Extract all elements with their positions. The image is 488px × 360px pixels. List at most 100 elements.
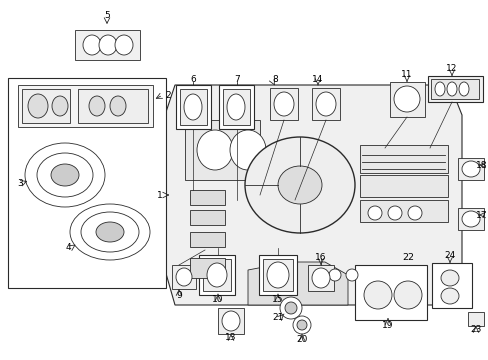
Ellipse shape	[407, 206, 421, 220]
Bar	[263, 259, 292, 291]
Bar	[427, 76, 482, 102]
Ellipse shape	[440, 270, 458, 286]
Text: 7: 7	[234, 75, 240, 84]
Bar	[311, 88, 339, 120]
Ellipse shape	[393, 281, 421, 309]
Bar	[190, 190, 224, 205]
Ellipse shape	[176, 268, 192, 286]
Ellipse shape	[280, 297, 302, 319]
Bar	[172, 265, 196, 289]
Bar	[176, 85, 210, 129]
Ellipse shape	[52, 96, 68, 116]
Text: 21: 21	[272, 314, 283, 323]
Text: 22: 22	[401, 253, 413, 262]
Ellipse shape	[83, 35, 101, 55]
Ellipse shape	[197, 130, 232, 170]
Text: 10: 10	[212, 296, 224, 305]
Bar	[190, 232, 224, 247]
Text: 18: 18	[474, 161, 486, 170]
Ellipse shape	[25, 143, 105, 207]
Bar	[359, 175, 447, 197]
Text: 6: 6	[190, 75, 196, 84]
Ellipse shape	[434, 82, 444, 96]
Bar	[307, 265, 333, 291]
Bar	[457, 158, 483, 180]
Ellipse shape	[99, 35, 117, 55]
Text: 20: 20	[296, 336, 307, 345]
Ellipse shape	[346, 269, 357, 281]
Ellipse shape	[89, 96, 105, 116]
Ellipse shape	[446, 82, 456, 96]
Bar	[259, 255, 296, 295]
Bar	[180, 89, 206, 125]
Ellipse shape	[28, 94, 48, 118]
Ellipse shape	[292, 316, 310, 334]
Ellipse shape	[285, 302, 296, 314]
Ellipse shape	[244, 137, 354, 233]
Polygon shape	[164, 85, 461, 305]
Text: 11: 11	[401, 69, 412, 78]
Text: 24: 24	[444, 251, 455, 260]
Ellipse shape	[328, 269, 340, 281]
Text: 13: 13	[225, 333, 236, 342]
Text: 12: 12	[446, 63, 457, 72]
Ellipse shape	[229, 130, 265, 170]
Ellipse shape	[96, 222, 124, 242]
Ellipse shape	[266, 262, 288, 288]
Polygon shape	[247, 262, 347, 305]
Bar	[190, 258, 224, 278]
Ellipse shape	[440, 288, 458, 304]
Ellipse shape	[115, 35, 133, 55]
Bar	[18, 85, 153, 127]
Ellipse shape	[183, 94, 202, 120]
Text: 5: 5	[104, 10, 110, 19]
Bar	[75, 30, 140, 60]
Ellipse shape	[278, 166, 321, 204]
Ellipse shape	[206, 263, 226, 287]
Text: 4: 4	[65, 243, 71, 252]
Bar	[223, 89, 249, 125]
Bar	[269, 88, 297, 120]
Bar	[431, 263, 471, 308]
Text: 8: 8	[271, 75, 277, 84]
Ellipse shape	[367, 206, 381, 220]
Text: 15: 15	[272, 296, 283, 305]
Bar	[467, 312, 483, 326]
Text: 16: 16	[315, 252, 326, 261]
Ellipse shape	[393, 86, 419, 112]
Bar	[218, 308, 244, 334]
Text: 23: 23	[469, 325, 481, 334]
Bar	[457, 208, 483, 230]
Bar	[354, 265, 426, 320]
Text: 2: 2	[164, 90, 170, 99]
Ellipse shape	[273, 92, 293, 116]
Bar	[199, 255, 235, 295]
Ellipse shape	[70, 204, 150, 260]
Ellipse shape	[311, 268, 329, 288]
Ellipse shape	[387, 206, 401, 220]
Bar	[203, 259, 230, 291]
Bar	[359, 200, 447, 222]
Bar	[389, 82, 424, 117]
Bar	[430, 79, 478, 99]
Text: 14: 14	[312, 75, 323, 84]
Ellipse shape	[51, 164, 79, 186]
Ellipse shape	[222, 311, 240, 331]
Ellipse shape	[315, 92, 335, 116]
Ellipse shape	[81, 212, 139, 252]
Text: 19: 19	[382, 320, 393, 329]
Ellipse shape	[461, 211, 479, 227]
Bar	[219, 85, 253, 129]
Ellipse shape	[363, 281, 391, 309]
Ellipse shape	[110, 96, 126, 116]
Bar	[359, 145, 447, 173]
Bar	[22, 89, 70, 123]
Ellipse shape	[226, 94, 244, 120]
Ellipse shape	[37, 153, 93, 197]
Bar	[190, 210, 224, 225]
Ellipse shape	[458, 82, 468, 96]
Ellipse shape	[296, 320, 306, 330]
Text: 9: 9	[176, 292, 182, 301]
Bar	[78, 89, 148, 123]
Bar	[8, 78, 165, 288]
